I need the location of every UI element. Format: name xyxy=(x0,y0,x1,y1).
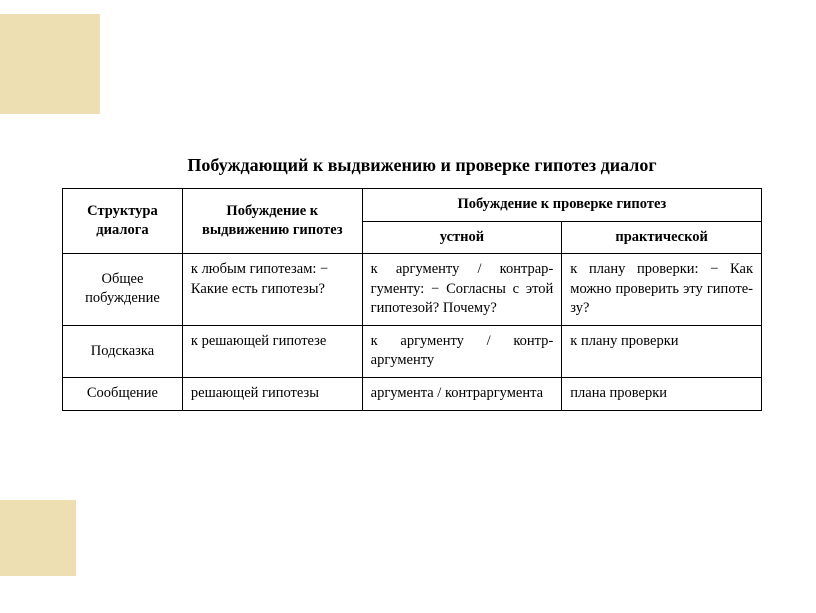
header-check-group: Побуждение к проверке гипотез xyxy=(362,189,761,222)
slide-title: Побуждающий к выдвижению и проверке гипо… xyxy=(62,155,762,176)
header-practical: практической xyxy=(562,221,762,254)
header-hypothesis: Побуждение к выдвижению гипотез xyxy=(182,189,362,254)
cell: к аргументу / контрар­гументу: − Согласн… xyxy=(362,254,562,326)
table-row: Подсказка к решающей гипотезе к аргумент… xyxy=(63,325,762,377)
table-head: Структура диалога Побуждение к выдвижени… xyxy=(63,189,762,254)
cell: решающей гипотезы xyxy=(182,377,362,410)
table-header-row-1: Структура диалога Побуждение к выдвижени… xyxy=(63,189,762,222)
decorative-band-top xyxy=(0,14,100,114)
cell: к решающей гипотезе xyxy=(182,325,362,377)
row-label: Сообщение xyxy=(63,377,183,410)
table-row: Сообщение решающей гипотезы аргумента / … xyxy=(63,377,762,410)
decorative-band-bottom xyxy=(0,500,76,576)
row-label: Общее побуждение xyxy=(63,254,183,326)
cell: к любым гипотезам: − Какие есть гипотезы… xyxy=(182,254,362,326)
dialog-table: Структура диалога Побуждение к выдвижени… xyxy=(62,188,762,411)
table-row: Общее побуждение к любым гипотезам: − Ка… xyxy=(63,254,762,326)
header-structure: Структура диалога xyxy=(63,189,183,254)
row-label: Подсказка xyxy=(63,325,183,377)
cell: к плану проверки xyxy=(562,325,762,377)
cell: к плану проверки: − Как можно про­верить… xyxy=(562,254,762,326)
table-body: Общее побуждение к любым гипотезам: − Ка… xyxy=(63,254,762,410)
header-oral: устной xyxy=(362,221,562,254)
cell: плана проверки xyxy=(562,377,762,410)
cell: аргумента / контрар­гумента xyxy=(362,377,562,410)
cell: к аргументу / контр­аргументу xyxy=(362,325,562,377)
slide-content: Побуждающий к выдвижению и проверке гипо… xyxy=(62,155,762,411)
